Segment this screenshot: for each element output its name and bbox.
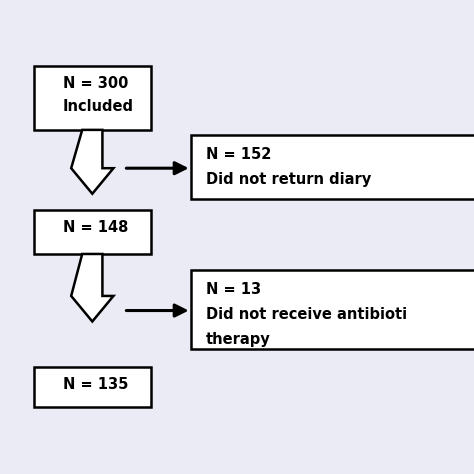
Polygon shape [71,254,113,321]
Text: N = 300: N = 300 [63,76,128,91]
FancyBboxPatch shape [34,66,151,130]
Polygon shape [71,130,113,194]
FancyBboxPatch shape [34,210,151,254]
FancyBboxPatch shape [191,270,474,349]
FancyBboxPatch shape [34,367,151,407]
Text: N = 13: N = 13 [206,282,261,297]
Text: Included: Included [63,99,134,114]
Text: N = 152: N = 152 [206,147,272,162]
Text: Did not receive antibioti: Did not receive antibioti [206,307,407,322]
FancyBboxPatch shape [191,136,474,199]
Text: Did not return diary: Did not return diary [206,172,372,187]
Text: N = 135: N = 135 [63,377,128,392]
Text: therapy: therapy [206,332,271,346]
Text: N = 148: N = 148 [63,220,128,236]
